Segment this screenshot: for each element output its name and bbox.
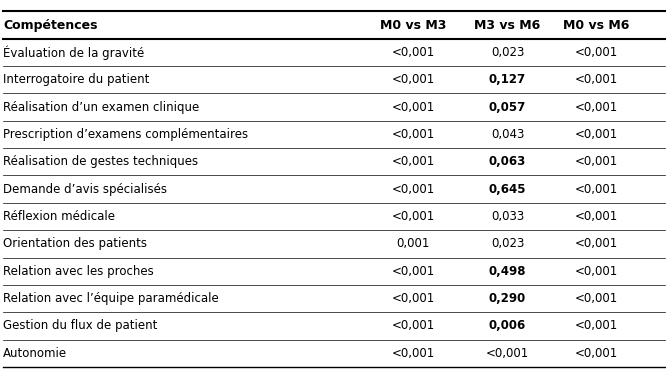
- Text: 0,033: 0,033: [491, 210, 524, 223]
- Text: 0,498: 0,498: [489, 265, 526, 278]
- Text: M0 vs M6: M0 vs M6: [563, 19, 629, 32]
- Text: <0,001: <0,001: [392, 46, 434, 59]
- Text: <0,001: <0,001: [575, 101, 617, 114]
- Text: Réalisation d’un examen clinique: Réalisation d’un examen clinique: [3, 101, 200, 114]
- Text: 0,057: 0,057: [489, 101, 526, 114]
- Text: Interrogatoire du patient: Interrogatoire du patient: [3, 73, 150, 86]
- Text: <0,001: <0,001: [392, 265, 434, 278]
- Text: <0,001: <0,001: [575, 183, 617, 196]
- Text: Relation avec l’équipe paramédicale: Relation avec l’équipe paramédicale: [3, 292, 219, 305]
- Text: Relation avec les proches: Relation avec les proches: [3, 265, 154, 278]
- Text: <0,001: <0,001: [575, 292, 617, 305]
- Text: Orientation des patients: Orientation des patients: [3, 238, 147, 250]
- Text: 0,290: 0,290: [489, 292, 526, 305]
- Text: <0,001: <0,001: [575, 73, 617, 86]
- Text: 0,023: 0,023: [491, 46, 524, 59]
- Text: Demande d’avis spécialisés: Demande d’avis spécialisés: [3, 183, 167, 196]
- Text: 0,063: 0,063: [489, 155, 526, 168]
- Text: <0,001: <0,001: [575, 46, 617, 59]
- Text: <0,001: <0,001: [575, 347, 617, 360]
- Text: Évaluation de la gravité: Évaluation de la gravité: [3, 45, 145, 60]
- Text: 0,127: 0,127: [489, 73, 526, 86]
- Text: Gestion du flux de patient: Gestion du flux de patient: [3, 320, 158, 332]
- Text: 0,043: 0,043: [491, 128, 524, 141]
- Text: <0,001: <0,001: [575, 210, 617, 223]
- Text: 0,645: 0,645: [489, 183, 526, 196]
- Text: <0,001: <0,001: [575, 265, 617, 278]
- Text: 0,001: 0,001: [396, 238, 430, 250]
- Text: Prescription d’examens complémentaires: Prescription d’examens complémentaires: [3, 128, 248, 141]
- Text: M3 vs M6: M3 vs M6: [474, 19, 541, 32]
- Text: Réalisation de gestes techniques: Réalisation de gestes techniques: [3, 155, 198, 168]
- Text: <0,001: <0,001: [392, 73, 434, 86]
- Text: <0,001: <0,001: [392, 292, 434, 305]
- Text: <0,001: <0,001: [575, 320, 617, 332]
- Text: 0,006: 0,006: [489, 320, 526, 332]
- Text: <0,001: <0,001: [392, 155, 434, 168]
- Text: M0 vs M3: M0 vs M3: [380, 19, 446, 32]
- Text: <0,001: <0,001: [575, 155, 617, 168]
- Text: Autonomie: Autonomie: [3, 347, 67, 360]
- Text: Compétences: Compétences: [3, 19, 98, 32]
- Text: <0,001: <0,001: [575, 128, 617, 141]
- Text: <0,001: <0,001: [392, 210, 434, 223]
- Text: <0,001: <0,001: [575, 238, 617, 250]
- Text: Réflexion médicale: Réflexion médicale: [3, 210, 115, 223]
- Text: <0,001: <0,001: [392, 347, 434, 360]
- Text: 0,023: 0,023: [491, 238, 524, 250]
- Text: <0,001: <0,001: [392, 128, 434, 141]
- Text: <0,001: <0,001: [392, 183, 434, 196]
- Text: <0,001: <0,001: [392, 101, 434, 114]
- Text: <0,001: <0,001: [486, 347, 529, 360]
- Text: <0,001: <0,001: [392, 320, 434, 332]
